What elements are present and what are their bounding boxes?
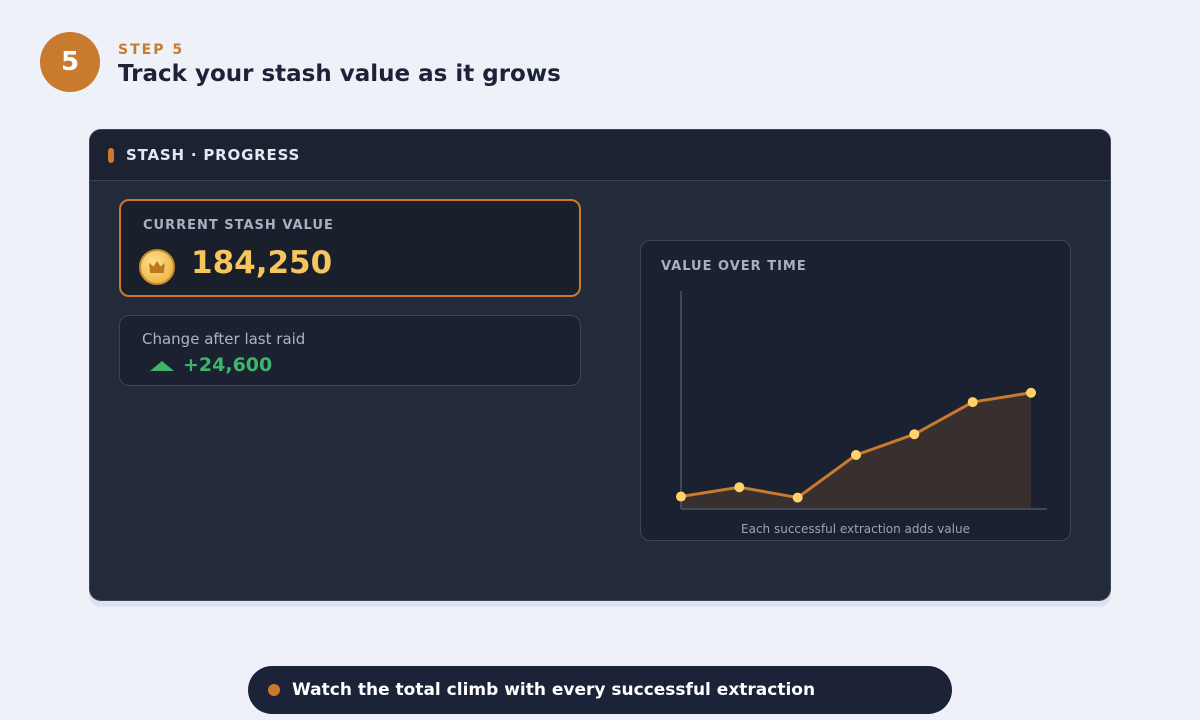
current-stash-value-card: CURRENT STASH VALUE 184,250 — [119, 199, 581, 297]
chart-area-fill — [681, 392, 1031, 509]
banner-text: Watch the total climb with every success… — [292, 680, 816, 700]
chart-point-2 — [734, 482, 745, 493]
stash-value-amount: 184,250 — [191, 245, 333, 281]
chart-point-5 — [909, 429, 920, 440]
header-accent-bar — [108, 147, 114, 163]
chart-point-4 — [851, 450, 861, 461]
chart-point-6 — [967, 397, 978, 408]
step-title: Track your stash value as it grows — [118, 61, 561, 87]
chart-point-3 — [792, 492, 803, 503]
last-raid-change-card: Change after last raid +24,600 — [119, 315, 581, 386]
step-number: 5 — [60, 47, 80, 77]
window-header: STASH · PROGRESS — [90, 130, 1110, 181]
up-arrow-icon — [150, 361, 174, 371]
change-value: +24,600 — [183, 354, 273, 376]
stash-value-label: CURRENT STASH VALUE — [143, 218, 334, 233]
crown-coin-icon — [139, 249, 175, 285]
stash-progress-window: STASH · PROGRESS CURRENT STASH VALUE 184… — [89, 129, 1111, 601]
chart-caption: Each successful extraction adds value — [741, 522, 970, 536]
value-over-time-chart: VALUE OVER TIME Each successful extracti… — [640, 240, 1071, 541]
chart-plot — [676, 291, 1047, 510]
step-label: STEP 5 — [118, 42, 185, 58]
chart-point-1 — [676, 491, 686, 502]
banner-dot-icon — [268, 684, 280, 696]
step-number-badge: 5 — [40, 32, 100, 92]
window-title: STASH · PROGRESS — [126, 146, 301, 164]
chart-title: VALUE OVER TIME — [661, 259, 807, 274]
change-label: Change after last raid — [142, 330, 306, 348]
info-banner: Watch the total climb with every success… — [248, 666, 952, 714]
chart-point-7 — [1026, 387, 1036, 398]
